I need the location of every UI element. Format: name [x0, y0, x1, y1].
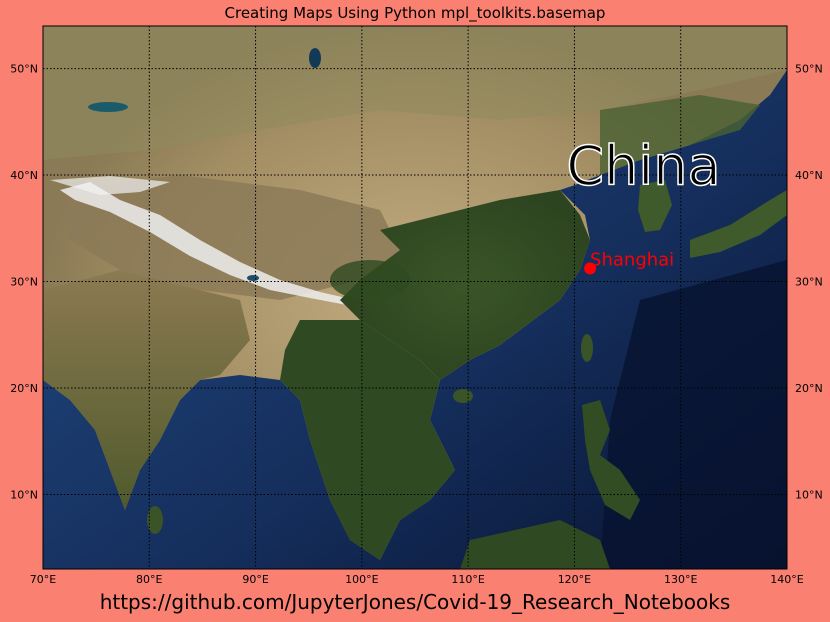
shanghai-label: Shanghai — [590, 249, 674, 270]
meridian-label: 140°E — [770, 573, 803, 586]
figure-title: Creating Maps Using Python mpl_toolkits.… — [224, 4, 606, 22]
meridian-label: 100°E — [345, 573, 378, 586]
parallel-label-right: 10°N — [795, 488, 823, 501]
parallel-labels-right: 10°N 20°N 30°N 40°N 50°N — [795, 63, 823, 502]
parallel-label-right: 50°N — [795, 63, 823, 76]
map-frame — [42, 25, 788, 570]
parallel-label-left: 40°N — [10, 169, 38, 182]
shanghai-marker[interactable] — [584, 262, 597, 275]
parallel-label-right: 40°N — [795, 169, 823, 182]
parallel-label-left: 30°N — [10, 276, 38, 289]
meridian-label: 130°E — [664, 573, 697, 586]
parallel-label-left: 50°N — [10, 63, 38, 76]
country-label-china: China — [566, 134, 720, 197]
meridian-label: 70°E — [30, 573, 56, 586]
parallel-label-right: 30°N — [795, 276, 823, 289]
bluemarble-image — [43, 26, 787, 569]
parallel-grid — [43, 68, 787, 495]
parallel-label-right: 20°N — [795, 382, 823, 395]
meridian-label: 80°E — [136, 573, 162, 586]
meridian-grid — [42, 26, 788, 569]
meridian-label: 120°E — [558, 573, 591, 586]
meridian-labels: 70°E 80°E 90°E 100°E 110°E 120°E 130°E 140°E — [30, 573, 804, 586]
parallel-labels-left: 10°N 20°N 30°N 40°N 50°N — [10, 63, 38, 502]
source-url[interactable]: https://github.com/JupyterJones/Covid-19… — [99, 590, 731, 614]
parallel-label-left: 10°N — [10, 488, 38, 501]
parallel-label-left: 20°N — [10, 382, 38, 395]
meridian-label: 90°E — [242, 573, 268, 586]
meridian-label: 110°E — [451, 573, 484, 586]
